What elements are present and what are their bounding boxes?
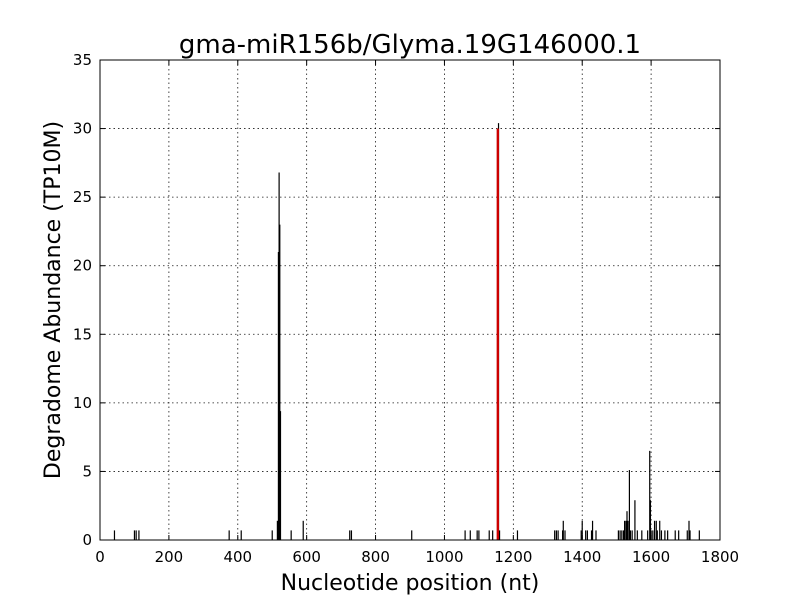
y-tick-label: 10: [73, 394, 92, 412]
x-tick-label: 1400: [563, 548, 601, 566]
x-tick-label: 1200: [494, 548, 532, 566]
chart-title: gma-miR156b/Glyma.19G146000.1: [179, 30, 641, 60]
x-axis-label: Nucleotide position (nt): [281, 571, 540, 596]
x-tick-label: 0: [95, 548, 105, 566]
x-tick-label: 200: [155, 548, 184, 566]
x-tick-labels: 0 200 400 600 800 1000 1200 1400 1600 1800: [95, 548, 739, 566]
grid-lines: [100, 60, 720, 540]
data-bars: [113, 123, 700, 540]
x-tick-label: 1600: [632, 548, 670, 566]
axis-ticks: [99, 59, 721, 541]
x-tick-label: 1800: [701, 548, 739, 566]
y-tick-label: 20: [73, 257, 92, 275]
y-tick-label: 30: [73, 120, 92, 138]
x-tick-label: 1000: [425, 548, 463, 566]
y-axis-label: Degradome Abundance (TP10M): [41, 121, 66, 479]
x-tick-label: 400: [223, 548, 252, 566]
y-tick-labels: 0 5 10 15 20 25 30 35: [73, 51, 92, 549]
y-tick-label: 35: [73, 51, 92, 69]
plot-frame: [99, 59, 721, 541]
y-tick-label: 5: [82, 462, 92, 480]
x-tick-label: 800: [361, 548, 390, 566]
y-tick-label: 0: [82, 531, 92, 549]
y-tick-label: 15: [73, 325, 92, 343]
y-tick-label: 25: [73, 188, 92, 206]
x-tick-label: 600: [292, 548, 321, 566]
